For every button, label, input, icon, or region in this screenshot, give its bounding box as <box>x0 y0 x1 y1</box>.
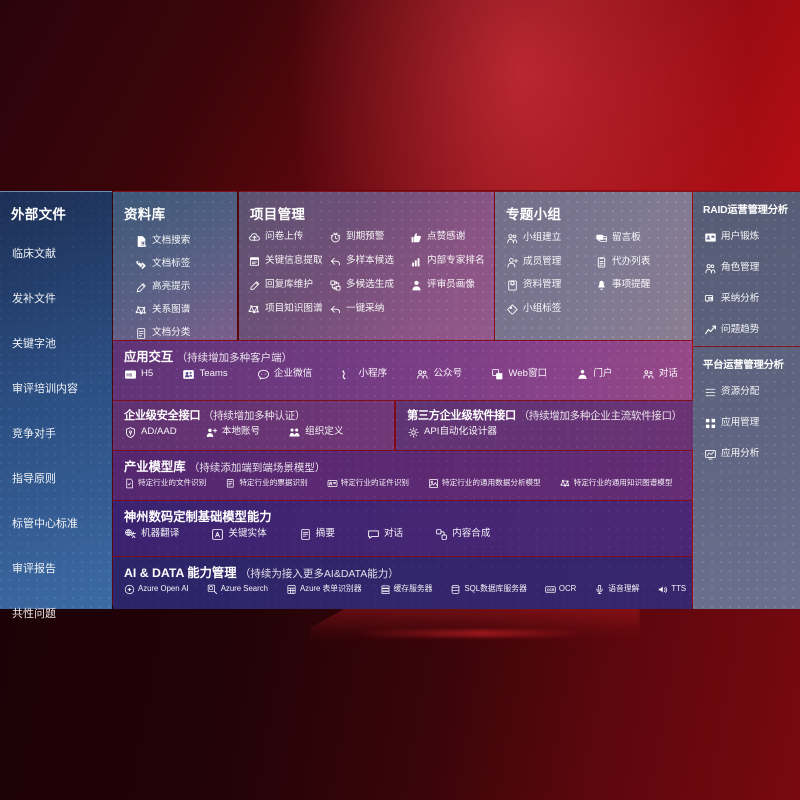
svg-text:OCR: OCR <box>547 588 555 592</box>
svg-text:H5: H5 <box>126 373 132 378</box>
svg-text:BBS: BBS <box>601 237 607 241</box>
